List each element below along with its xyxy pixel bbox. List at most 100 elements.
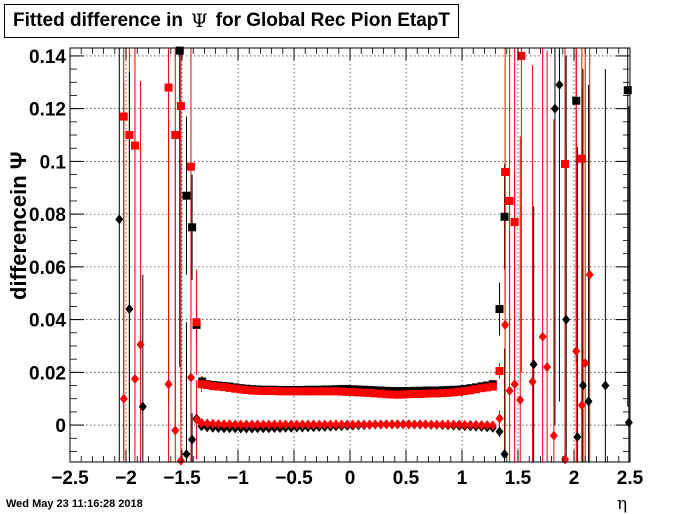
data-point-square xyxy=(505,196,514,205)
data-point-square xyxy=(416,389,424,398)
data-point-diamond xyxy=(182,449,191,460)
data-point-diamond xyxy=(573,431,582,442)
data-point-square xyxy=(197,380,206,389)
data-point-square xyxy=(264,387,273,396)
data-point-diamond xyxy=(382,419,391,430)
data-point-diamond xyxy=(176,455,185,466)
data-point-square xyxy=(393,390,402,399)
data-point-square xyxy=(343,387,352,396)
tick-labels-layer: −2.5 −2 −1.5 −1 −0.5 0 0.5 1 1.5 2 2.5 0 0.02 0.04 0.0… xyxy=(29,47,644,489)
data-point-diamond xyxy=(130,373,139,384)
data-point-diamond xyxy=(203,418,212,429)
data-point-diamond xyxy=(197,417,206,428)
markers-layer xyxy=(115,46,633,466)
data-point-diamond xyxy=(399,419,408,430)
data-point-square xyxy=(510,218,519,227)
data-point-diamond xyxy=(584,396,593,407)
data-point-diamond xyxy=(432,419,441,430)
x-axis-title: η xyxy=(617,494,628,514)
data-point-square xyxy=(130,141,139,150)
data-point-square xyxy=(427,389,436,398)
data-point-square xyxy=(164,83,173,92)
x-tick-label: 2.5 xyxy=(617,468,644,489)
data-point-square xyxy=(309,387,318,396)
data-point-square xyxy=(410,389,419,398)
data-point-square xyxy=(376,389,385,398)
data-point-diamond xyxy=(281,419,290,430)
data-point-square xyxy=(236,385,245,394)
data-point-square xyxy=(337,387,346,396)
data-point-diamond xyxy=(601,380,610,391)
data-point-diamond xyxy=(365,419,374,430)
y-tick-label: 0.12 xyxy=(29,100,66,121)
data-point-diamond xyxy=(549,430,558,441)
data-point-square xyxy=(517,51,526,60)
data-point-square xyxy=(276,387,284,396)
data-point-diamond xyxy=(264,419,273,430)
x-tick-label: −1.5 xyxy=(163,468,201,489)
data-point-diamond xyxy=(348,419,357,430)
data-point-diamond xyxy=(460,419,469,430)
data-point-diamond xyxy=(472,419,480,430)
data-point-square xyxy=(186,162,195,171)
data-point-diamond xyxy=(427,419,436,430)
data-point-square xyxy=(171,131,180,140)
data-point-square xyxy=(455,387,464,396)
data-point-square xyxy=(432,389,441,398)
data-point-square xyxy=(192,318,201,327)
data-point-diamond xyxy=(510,379,519,390)
data-point-diamond xyxy=(455,419,464,430)
data-point-diamond xyxy=(138,401,147,412)
title-suffix: for Global Rec Pion EtapT xyxy=(215,10,450,31)
data-point-diamond xyxy=(500,449,509,460)
data-point-diamond xyxy=(225,419,234,430)
data-point-diamond xyxy=(410,419,419,430)
data-point-diamond xyxy=(309,419,318,430)
data-point-diamond xyxy=(477,420,486,431)
data-point-diamond xyxy=(320,419,329,430)
data-point-square xyxy=(466,386,475,395)
data-point-square xyxy=(119,112,128,121)
data-point-square xyxy=(225,383,234,392)
data-point-square xyxy=(495,305,504,314)
data-point-diamond xyxy=(371,419,380,430)
data-point-diamond xyxy=(248,419,256,430)
data-point-square xyxy=(371,389,380,398)
x-tick-label: 0.5 xyxy=(393,468,420,489)
data-point-diamond xyxy=(581,358,590,369)
data-point-square xyxy=(404,390,413,399)
data-point-square xyxy=(365,388,374,397)
data-point-square xyxy=(188,223,197,232)
data-point-square xyxy=(495,367,504,376)
data-point-diamond xyxy=(528,376,537,387)
data-point-diamond xyxy=(421,419,430,430)
data-point-diamond xyxy=(298,419,307,430)
data-point-square xyxy=(577,154,586,163)
chart-title: Fitted difference in Ψ for Global Rec Pi… xyxy=(4,4,459,38)
data-point-diamond xyxy=(304,419,312,430)
x-tick-label: 1 xyxy=(457,468,468,489)
data-point-square xyxy=(270,387,279,396)
data-point-diamond xyxy=(585,269,594,280)
data-point-diamond xyxy=(270,419,279,430)
data-point-diamond xyxy=(578,380,587,391)
y-tick-label: 0.04 xyxy=(29,311,66,332)
data-point-square xyxy=(348,388,357,397)
data-point-square xyxy=(220,383,228,392)
data-point-diamond xyxy=(220,419,228,430)
data-point-diamond xyxy=(188,434,197,445)
data-point-diamond xyxy=(572,346,581,357)
data-point-square xyxy=(354,388,363,397)
data-point-square xyxy=(315,387,324,396)
data-point-square xyxy=(287,387,296,396)
data-point-diamond xyxy=(276,419,284,430)
data-point-square xyxy=(182,191,191,200)
data-point-diamond xyxy=(236,419,245,430)
data-point-diamond xyxy=(119,393,128,404)
data-point-diamond xyxy=(136,339,145,350)
data-point-diamond xyxy=(354,419,363,430)
data-point-diamond xyxy=(259,419,268,430)
y-tick-label: 0.08 xyxy=(29,205,66,226)
data-point-square xyxy=(388,390,396,399)
data-point-diamond xyxy=(505,385,514,396)
